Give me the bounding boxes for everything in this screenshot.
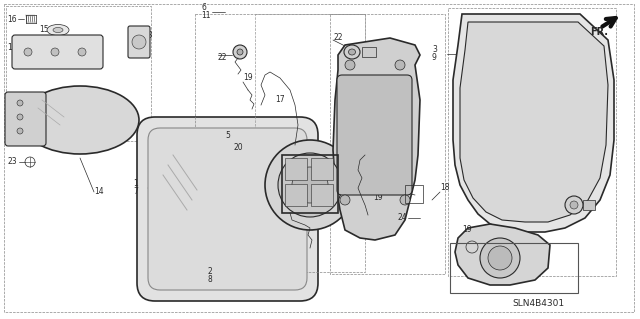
Ellipse shape [53, 27, 63, 33]
Bar [6, 6, 151, 141]
Circle shape [345, 60, 355, 70]
Text: 14: 14 [94, 188, 104, 197]
Text: 16: 16 [7, 14, 17, 24]
Circle shape [292, 167, 328, 203]
Bar [195, 14, 365, 272]
Circle shape [570, 201, 578, 209]
Text: 6: 6 [201, 4, 206, 12]
Text: 2: 2 [208, 268, 212, 277]
Bar [405, 185, 423, 203]
FancyBboxPatch shape [337, 75, 412, 195]
Text: 17: 17 [275, 95, 285, 105]
Text: 10: 10 [486, 253, 495, 262]
Circle shape [480, 238, 520, 278]
Bar [583, 200, 595, 210]
Text: 7: 7 [133, 187, 138, 196]
Text: 18: 18 [440, 183, 449, 192]
Text: 5: 5 [225, 130, 230, 139]
Text: 12: 12 [7, 42, 17, 51]
Bar [448, 8, 616, 276]
Bar [255, 14, 365, 214]
Circle shape [17, 100, 23, 106]
Text: 15: 15 [39, 26, 49, 34]
FancyBboxPatch shape [12, 35, 103, 69]
Text: 11: 11 [201, 11, 211, 20]
Ellipse shape [47, 25, 69, 35]
Text: 8: 8 [208, 275, 212, 284]
Bar [285, 158, 307, 180]
Ellipse shape [344, 45, 360, 59]
Text: 13: 13 [143, 31, 152, 40]
Bar [311, 184, 333, 206]
Polygon shape [455, 224, 550, 285]
Circle shape [24, 48, 32, 56]
Ellipse shape [349, 49, 355, 55]
Bar [362, 47, 376, 57]
Text: 19: 19 [373, 192, 383, 202]
Circle shape [17, 114, 23, 120]
Polygon shape [333, 38, 420, 240]
Circle shape [132, 35, 146, 49]
Text: 22: 22 [333, 33, 342, 42]
Circle shape [340, 195, 350, 205]
Text: 20: 20 [265, 189, 275, 198]
Circle shape [78, 48, 86, 56]
Ellipse shape [233, 45, 247, 59]
Ellipse shape [237, 49, 243, 55]
Circle shape [400, 195, 410, 205]
Text: 20: 20 [233, 144, 243, 152]
Text: 23: 23 [7, 158, 17, 167]
Ellipse shape [21, 86, 139, 154]
FancyBboxPatch shape [128, 26, 150, 58]
Text: 9: 9 [432, 54, 437, 63]
Polygon shape [453, 14, 614, 232]
FancyBboxPatch shape [5, 92, 46, 146]
Circle shape [17, 128, 23, 134]
Text: SLN4B4301: SLN4B4301 [512, 299, 564, 308]
Circle shape [51, 48, 59, 56]
Text: 19: 19 [243, 72, 253, 81]
Circle shape [565, 196, 583, 214]
Text: FR.: FR. [590, 27, 608, 37]
Text: 22: 22 [218, 54, 227, 63]
Circle shape [488, 246, 512, 270]
Bar [330, 14, 445, 274]
Circle shape [265, 140, 355, 230]
Bar [285, 184, 307, 206]
Text: 21: 21 [393, 183, 403, 192]
Text: 22: 22 [562, 183, 572, 192]
Text: 3: 3 [432, 46, 437, 55]
Circle shape [278, 153, 342, 217]
Bar [282, 155, 338, 213]
Bar [450, 243, 578, 293]
Text: 1: 1 [133, 180, 138, 189]
Text: 24: 24 [398, 213, 408, 222]
Circle shape [395, 60, 405, 70]
Text: 19: 19 [462, 226, 472, 234]
Polygon shape [460, 22, 608, 222]
Text: 4: 4 [486, 246, 491, 255]
FancyBboxPatch shape [137, 117, 318, 301]
Bar [311, 158, 333, 180]
FancyBboxPatch shape [148, 128, 307, 290]
